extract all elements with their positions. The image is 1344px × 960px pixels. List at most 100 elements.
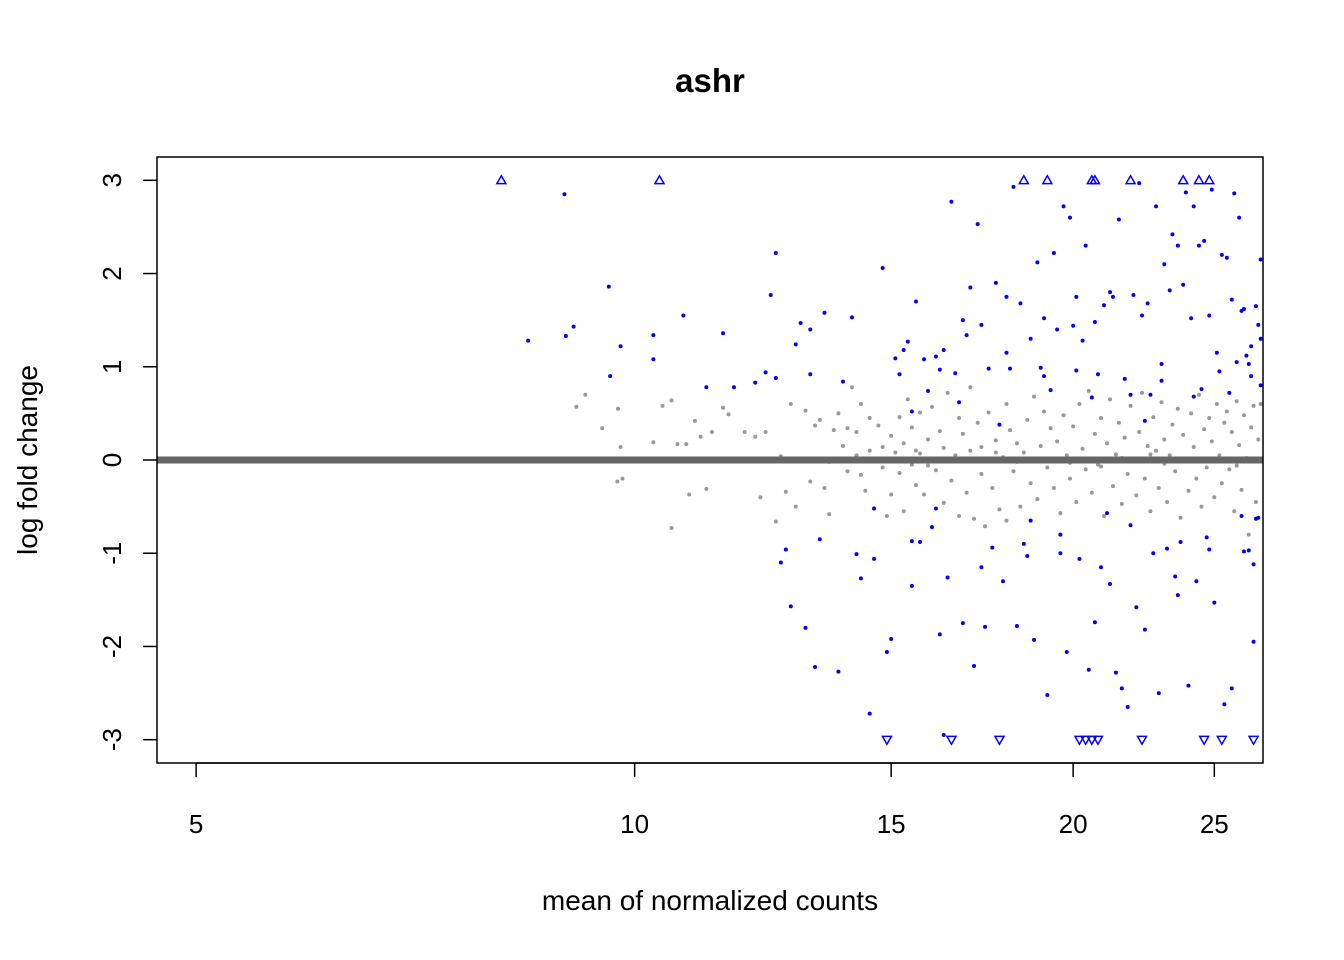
significant-point [1086, 667, 1091, 672]
significant-point [651, 333, 656, 338]
significant-point [1175, 593, 1180, 598]
nonsignificant-point [1098, 464, 1103, 469]
y-tick-label: -3 [97, 728, 127, 751]
significant-point [964, 333, 969, 338]
significant-point [960, 318, 965, 323]
nonsignificant-point [698, 434, 703, 439]
y-tick-label: 1 [97, 360, 127, 374]
significant-point [1014, 623, 1019, 628]
significant-point [1186, 683, 1191, 688]
y-tick-label: 2 [97, 266, 127, 280]
nonsignificant-point [933, 468, 938, 473]
significant-point [1256, 322, 1261, 327]
significant-point [1258, 336, 1263, 341]
nonsignificant-point [827, 512, 832, 517]
nonsignificant-point [1249, 425, 1254, 430]
nonsignificant-point [1083, 467, 1088, 472]
significant-point [1067, 215, 1072, 220]
significant-point [1028, 336, 1033, 341]
significant-point [975, 222, 980, 227]
nonsignificant-point [1064, 453, 1069, 458]
x-tick-label: 5 [189, 809, 203, 839]
nonsignificant-point [618, 444, 623, 449]
nonsignificant-point [986, 410, 991, 415]
nonsignificant-point [918, 451, 923, 456]
significant-point [1074, 368, 1079, 373]
significant-point [937, 367, 942, 372]
significant-point [1251, 562, 1256, 567]
nonsignificant-point [937, 429, 942, 434]
nonsignificant-point [1089, 490, 1094, 495]
significant-point [1194, 579, 1199, 584]
significant-point [986, 366, 991, 371]
clipped-down-triangle [1136, 735, 1148, 746]
nonsignificant-point [726, 412, 731, 417]
significant-point [1116, 217, 1121, 222]
significant-point [1028, 518, 1033, 523]
significant-point [1080, 338, 1085, 343]
significant-point [773, 251, 778, 256]
nonsignificant-point [1159, 400, 1164, 405]
nonsignificant-point [1222, 420, 1227, 425]
nonsignificant-point [1241, 413, 1246, 418]
nonsignificant-point [1251, 403, 1256, 408]
y-axis-label: log fold change [12, 365, 43, 555]
significant-point [858, 576, 863, 581]
significant-point [1137, 181, 1142, 186]
nonsignificant-point [1086, 389, 1091, 394]
x-axis: 5 10 15 20 25 [189, 762, 1229, 839]
significant-point [884, 650, 889, 655]
significant-point [1249, 374, 1254, 379]
significant-point [571, 324, 576, 329]
significant-point [788, 604, 793, 609]
significant-point [793, 342, 798, 347]
nonsignificant-point [845, 469, 850, 474]
nonsignificant-point [831, 428, 836, 433]
nonsignificant-point [993, 450, 998, 455]
nonsignificant-point [918, 410, 923, 415]
significant-point [526, 338, 531, 343]
significant-point [1018, 301, 1023, 306]
significant-point [1142, 418, 1147, 423]
nonsignificant-point [721, 405, 726, 410]
nonsignificant-point [1148, 509, 1153, 514]
significant-point [563, 334, 568, 339]
nonsignificant-point [1186, 488, 1191, 493]
significant-point [1083, 243, 1088, 248]
significant-point [1227, 390, 1232, 395]
significant-point [983, 624, 988, 629]
clipped-down-triangle [945, 735, 958, 746]
significant-point [1202, 238, 1207, 243]
significant-point [1165, 546, 1170, 551]
nonsignificant-point [850, 385, 855, 390]
nonsignificant-point [863, 488, 868, 493]
nonsignificant-point [1134, 493, 1139, 498]
nonsignificant-point [1145, 444, 1150, 449]
clipped-down-triangle [1216, 735, 1228, 746]
nonsignificant-point [979, 471, 984, 476]
nonsignificant-point [1214, 402, 1219, 407]
clipped-down-triangle [1073, 735, 1086, 746]
significant-point [1234, 360, 1239, 365]
significant-point [681, 313, 686, 318]
significant-point [1183, 190, 1188, 195]
significant-point [1239, 308, 1244, 313]
nonsignificant-point [1212, 495, 1217, 500]
nonsignificant-point [1165, 499, 1170, 504]
significant-point [1159, 361, 1164, 366]
significant-point [1189, 316, 1194, 321]
significant-point [1207, 547, 1212, 552]
significant-point [1191, 394, 1196, 399]
significant-point [1004, 294, 1009, 299]
nonsignificant-point [1256, 437, 1261, 442]
nonsignificant-point [880, 465, 885, 470]
nonsignificant-point [788, 402, 793, 407]
significant-point [1207, 313, 1212, 318]
clipped-down-triangle [1198, 735, 1210, 746]
significant-point [1239, 513, 1244, 518]
significant-point [608, 374, 613, 379]
significant-point [1224, 255, 1229, 260]
nonsignificant-point [651, 440, 656, 445]
nonsignificant-point [1154, 448, 1159, 453]
significant-point [1156, 691, 1161, 696]
